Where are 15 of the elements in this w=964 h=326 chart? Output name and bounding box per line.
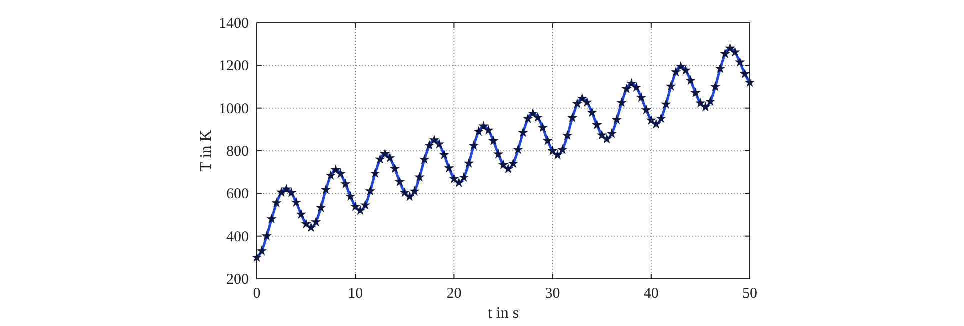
- y-tick-label: 200: [226, 272, 249, 288]
- x-tick-label: 20: [446, 286, 462, 302]
- y-tick-label: 1400: [219, 16, 249, 32]
- x-tick-label: 50: [742, 286, 758, 302]
- x-tick-label: 30: [545, 286, 560, 302]
- y-tick-label: 600: [226, 186, 249, 203]
- y-tick-label: 1000: [219, 101, 249, 118]
- x-tick-label: 10: [348, 286, 364, 302]
- x-tick-label: 40: [644, 286, 659, 302]
- y-tick-label: 400: [226, 229, 249, 246]
- y-axis-title: T in K: [198, 130, 215, 172]
- x-tick-label: 0: [253, 286, 261, 302]
- x-axis-title: t in s: [488, 305, 520, 322]
- y-tick-label: 1200: [219, 58, 249, 75]
- y-tick-label: 800: [226, 144, 249, 160]
